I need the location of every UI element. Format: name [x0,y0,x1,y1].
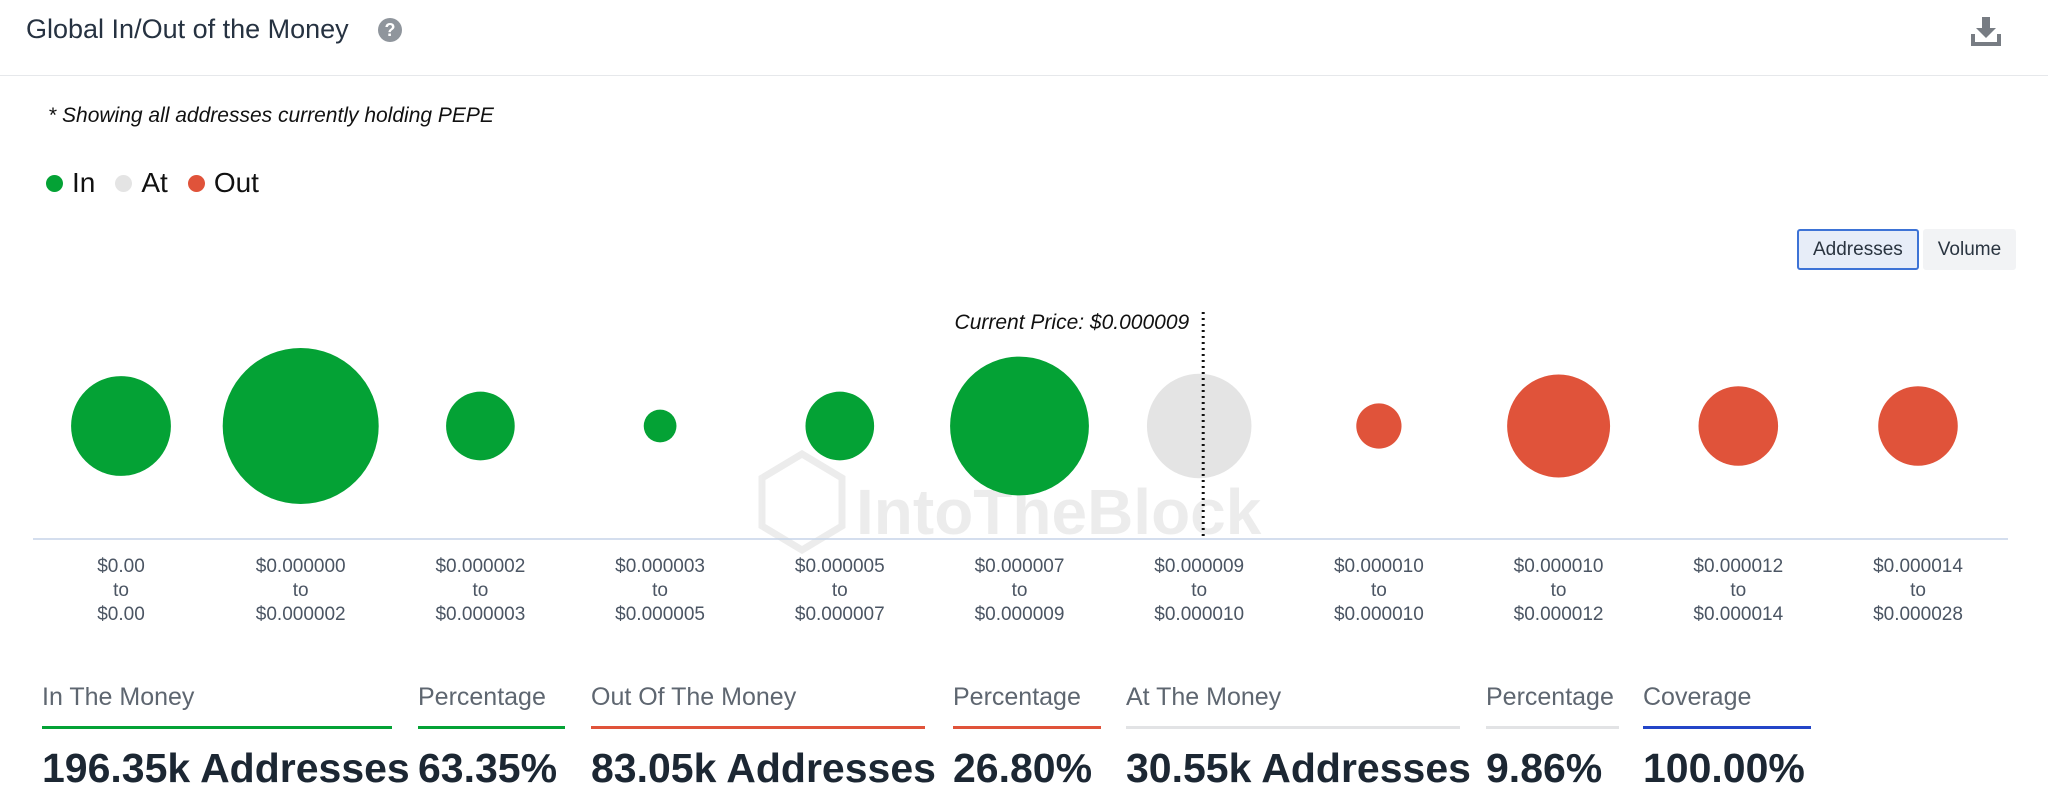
x-tick-label: $0.000003 [615,556,705,577]
x-tick-label: $0.000014 [1873,556,1963,577]
volume-button[interactable]: Volume [1922,229,2017,270]
stat-underline [418,726,565,729]
stat-value: 30.55k Addresses [1126,745,1471,791]
x-tick-label: to [1730,580,1746,601]
x-tick-label: $0.000028 [1873,604,1963,625]
x-tick-label: to [652,580,668,601]
download-icon[interactable] [1968,14,2004,48]
bubble[interactable] [1146,373,1252,479]
holders-note: * Showing all addresses currently holdin… [48,104,494,127]
bubble-chart: IntoTheBlock $0.00 to $0.00 $0.000000 to $0.00… [33,311,2008,625]
bubble[interactable] [805,391,875,461]
stat-underline [42,726,392,729]
x-tick-label: to [293,580,309,601]
x-tick-label: $0.000009 [1154,556,1244,577]
bubble[interactable] [446,391,515,461]
stat-value: 63.35% [418,745,558,791]
x-tick-label: $0.000010 [1154,604,1244,625]
stat-value: 83.05k Addresses [591,745,936,791]
watermark-logo-icon [758,449,846,555]
stat-label: Percentage [1486,683,1614,711]
stat-value: 26.80% [953,745,1093,791]
stat-underline [1126,726,1460,729]
x-tick-label: $0.000010 [1334,556,1424,577]
legend-dot-out [187,174,205,192]
bubble[interactable] [643,409,677,443]
x-tick-label: $0.000003 [435,604,525,625]
legend-dot-at [115,174,133,192]
stat-out-of-the-money: Out Of The Money 83.05k Addresses [591,680,936,792]
stat-in-percentage: Percentage 63.35% [418,680,565,792]
stat-at-percentage: Percentage 9.86% [1486,680,1619,792]
x-tick-label: to [1551,580,1567,601]
chart-legend: In At Out [46,166,279,200]
legend-item-out[interactable]: Out [187,167,259,199]
stat-value: 100.00% [1643,745,1805,791]
metric-toggle: Addresses Volume [1797,229,2017,270]
legend-label-in: In [72,167,96,198]
x-tick-label: $0.000009 [975,604,1065,625]
x-tick-label: $0.000005 [615,604,705,625]
summary-stats: In The Money 196.35k Addresses Percentag… [0,680,2048,812]
bubble[interactable] [1507,374,1611,478]
legend-item-at[interactable]: At [115,167,168,199]
x-tick-label: $0.000012 [1514,604,1604,625]
x-tick-label: $0.000007 [795,604,885,625]
x-tick-label: $0.00 [97,556,145,577]
x-tick-label: to [472,580,488,601]
stat-label: In The Money [42,683,195,711]
legend-item-in[interactable]: In [46,167,95,199]
stat-at-the-money: At The Money 30.55k Addresses [1126,680,1471,792]
stat-label: Out Of The Money [591,683,797,711]
x-tick-label: $0.000000 [256,556,346,577]
bubble[interactable] [950,356,1089,496]
stat-coverage: Coverage 100.00% [1643,680,1811,792]
bubble[interactable] [222,348,379,504]
stat-label: At The Money [1126,683,1282,711]
current-price-label: Current Price: $0.000009 [955,311,1190,334]
addresses-button[interactable]: Addresses [1797,229,1919,270]
stat-label: Percentage [953,683,1081,711]
legend-dot-in [46,174,63,192]
x-tick-label: $0.000005 [795,556,885,577]
x-tick-label: $0.000007 [975,556,1065,577]
bubble[interactable] [71,376,171,476]
x-tick-label: to [1012,580,1028,601]
stat-out-percentage: Percentage 26.80% [953,680,1101,792]
stat-label: Coverage [1643,683,1752,711]
stat-value: 196.35k Addresses [42,745,410,791]
bubble[interactable] [1356,403,1402,449]
bubble[interactable] [1698,386,1779,466]
stat-value: 9.86% [1486,745,1603,791]
stat-underline [1643,726,1811,729]
x-tick-label: $0.000010 [1514,556,1604,577]
x-tick-label: to [1191,580,1207,601]
page-title: Global In/Out of the Money [26,14,349,44]
stat-label: Percentage [418,683,546,711]
x-tick-label: $0.000002 [256,604,346,625]
question-circle-icon[interactable]: ? [378,18,402,42]
legend-label-out: Out [213,167,259,198]
x-tick-label: to [1910,580,1926,601]
x-tick-label: to [832,580,848,601]
stat-underline [953,726,1101,729]
bubble[interactable] [1878,386,1958,466]
watermark-text: IntoTheBlock [856,476,1262,548]
x-tick-label: $0.000014 [1693,604,1783,625]
watermark: IntoTheBlock [758,449,1262,555]
stat-underline [1486,726,1619,729]
x-tick-label: to [113,580,129,601]
x-tick-label: to [1371,580,1387,601]
x-tick-label: $0.000012 [1693,556,1783,577]
stat-underline [591,726,925,729]
panel-header: Global In/Out of the Money ? [0,0,2048,76]
stat-in-the-money: In The Money 196.35k Addresses [42,680,410,792]
x-tick-label: $0.000002 [435,556,525,577]
x-tick-label: $0.00 [97,604,145,625]
legend-label-at: At [141,167,168,198]
x-tick-label: $0.000010 [1334,604,1424,625]
